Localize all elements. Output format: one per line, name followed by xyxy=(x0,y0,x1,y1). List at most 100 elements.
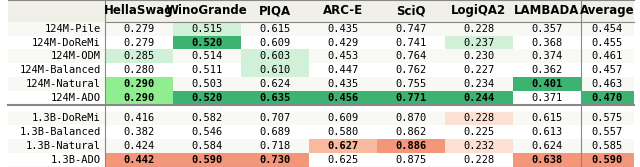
Text: 0.520: 0.520 xyxy=(191,38,223,47)
Text: 0.764: 0.764 xyxy=(395,51,426,61)
Text: 0.374: 0.374 xyxy=(531,51,562,61)
Bar xyxy=(8,125,634,139)
Text: LogiQA2: LogiQA2 xyxy=(451,4,506,17)
Text: 0.615: 0.615 xyxy=(259,24,291,34)
Bar xyxy=(308,91,377,105)
Text: 0.463: 0.463 xyxy=(591,79,623,89)
Text: 1.3B-Natural: 1.3B-Natural xyxy=(26,141,100,151)
Text: 0.762: 0.762 xyxy=(395,65,426,75)
Text: SciQ: SciQ xyxy=(396,4,426,17)
Text: 0.456: 0.456 xyxy=(327,93,358,103)
Text: 124M-DoReMi: 124M-DoReMi xyxy=(32,38,100,47)
Text: 0.582: 0.582 xyxy=(191,114,223,123)
Text: 1.3B-Balanced: 1.3B-Balanced xyxy=(19,127,100,137)
Text: 0.237: 0.237 xyxy=(463,38,494,47)
Text: 124M-Natural: 124M-Natural xyxy=(26,79,100,89)
Text: 0.625: 0.625 xyxy=(327,155,358,165)
Text: 0.371: 0.371 xyxy=(531,93,562,103)
Text: 0.453: 0.453 xyxy=(327,51,358,61)
Bar xyxy=(377,91,445,105)
Bar xyxy=(8,22,634,36)
Text: 0.557: 0.557 xyxy=(591,127,623,137)
Text: 0.590: 0.590 xyxy=(191,155,223,165)
Text: 0.447: 0.447 xyxy=(327,65,358,75)
Text: 124M-ODM: 124M-ODM xyxy=(51,51,100,61)
Text: 0.862: 0.862 xyxy=(395,127,426,137)
Text: 0.227: 0.227 xyxy=(463,65,494,75)
Text: 0.470: 0.470 xyxy=(591,93,623,103)
Text: 0.228: 0.228 xyxy=(463,155,494,165)
Text: 0.585: 0.585 xyxy=(591,141,623,151)
Text: 1.3B-ADO: 1.3B-ADO xyxy=(51,155,100,165)
Text: 0.228: 0.228 xyxy=(463,114,494,123)
Bar xyxy=(241,49,308,63)
Text: 0.416: 0.416 xyxy=(124,114,154,123)
Text: 0.511: 0.511 xyxy=(191,65,223,75)
Text: 0.575: 0.575 xyxy=(591,114,623,123)
Bar xyxy=(8,0,634,22)
Bar xyxy=(580,91,634,105)
Text: PIQA: PIQA xyxy=(259,4,291,17)
Bar xyxy=(445,91,513,105)
Text: 0.609: 0.609 xyxy=(259,38,291,47)
Text: 0.609: 0.609 xyxy=(327,114,358,123)
Text: 0.624: 0.624 xyxy=(259,79,291,89)
Text: 0.707: 0.707 xyxy=(259,114,291,123)
Bar xyxy=(8,91,634,105)
Text: 0.362: 0.362 xyxy=(531,65,562,75)
Bar xyxy=(8,112,634,125)
Bar xyxy=(105,91,173,105)
Text: 0.520: 0.520 xyxy=(191,93,223,103)
Text: 0.401: 0.401 xyxy=(531,79,562,89)
Text: 0.747: 0.747 xyxy=(395,24,426,34)
Text: 0.580: 0.580 xyxy=(327,127,358,137)
Text: 0.429: 0.429 xyxy=(327,38,358,47)
Text: 124M-Pile: 124M-Pile xyxy=(44,24,100,34)
Text: 0.457: 0.457 xyxy=(591,65,623,75)
Bar xyxy=(513,77,580,91)
Bar xyxy=(173,91,241,105)
Text: 0.225: 0.225 xyxy=(463,127,494,137)
Bar xyxy=(173,22,241,36)
Bar xyxy=(241,63,308,77)
Text: LAMBADA: LAMBADA xyxy=(514,4,579,17)
Text: 0.610: 0.610 xyxy=(259,65,291,75)
Text: Average: Average xyxy=(580,4,634,17)
Text: 0.689: 0.689 xyxy=(259,127,291,137)
Text: 0.232: 0.232 xyxy=(463,141,494,151)
Text: 0.603: 0.603 xyxy=(259,51,291,61)
Bar xyxy=(8,36,634,49)
Text: 0.584: 0.584 xyxy=(191,141,223,151)
Bar xyxy=(8,153,634,167)
Text: 0.357: 0.357 xyxy=(531,24,562,34)
Text: 0.635: 0.635 xyxy=(259,93,291,103)
Bar xyxy=(445,112,513,125)
Bar xyxy=(105,153,173,167)
Text: 0.442: 0.442 xyxy=(124,155,154,165)
Text: 0.718: 0.718 xyxy=(259,141,291,151)
Text: 0.230: 0.230 xyxy=(463,51,494,61)
Text: 0.234: 0.234 xyxy=(463,79,494,89)
Bar xyxy=(445,36,513,49)
Text: 0.886: 0.886 xyxy=(395,141,426,151)
Bar xyxy=(8,63,634,77)
Bar xyxy=(8,77,634,91)
Text: 0.228: 0.228 xyxy=(463,24,494,34)
Text: 0.546: 0.546 xyxy=(191,127,223,137)
Bar xyxy=(377,139,445,153)
Text: 0.279: 0.279 xyxy=(124,24,154,34)
Bar xyxy=(105,77,173,91)
Bar xyxy=(173,153,241,167)
Text: 0.615: 0.615 xyxy=(531,114,562,123)
Text: 0.515: 0.515 xyxy=(191,24,223,34)
Text: 0.514: 0.514 xyxy=(191,51,223,61)
Text: 0.368: 0.368 xyxy=(531,38,562,47)
Text: 0.424: 0.424 xyxy=(124,141,154,151)
Text: 0.771: 0.771 xyxy=(395,93,426,103)
Text: HellaSwag: HellaSwag xyxy=(104,4,173,17)
Bar xyxy=(580,153,634,167)
Text: 0.627: 0.627 xyxy=(327,141,358,151)
Bar xyxy=(513,153,580,167)
Text: 0.454: 0.454 xyxy=(591,24,623,34)
Text: 0.290: 0.290 xyxy=(124,93,154,103)
